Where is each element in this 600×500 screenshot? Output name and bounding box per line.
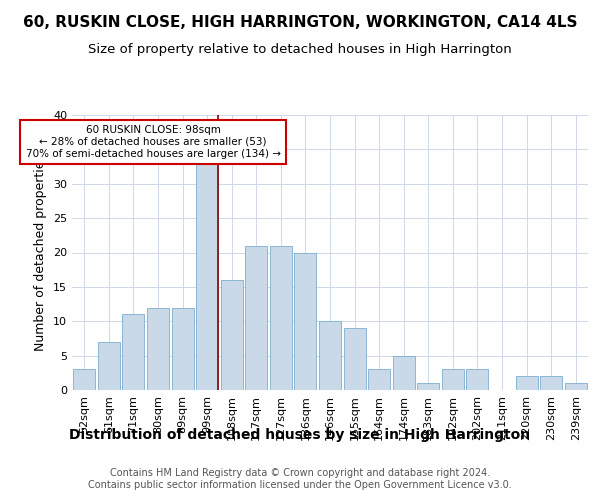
Bar bbox=[98, 342, 120, 390]
Text: Distribution of detached houses by size in High Harrington: Distribution of detached houses by size … bbox=[70, 428, 530, 442]
Bar bbox=[515, 376, 538, 390]
Bar bbox=[565, 383, 587, 390]
Bar bbox=[270, 246, 292, 390]
Bar bbox=[73, 370, 95, 390]
Bar bbox=[295, 252, 316, 390]
Bar bbox=[466, 370, 488, 390]
Bar bbox=[221, 280, 243, 390]
Bar bbox=[392, 356, 415, 390]
Bar bbox=[147, 308, 169, 390]
Text: Size of property relative to detached houses in High Harrington: Size of property relative to detached ho… bbox=[88, 42, 512, 56]
Text: 60 RUSKIN CLOSE: 98sqm
← 28% of detached houses are smaller (53)
70% of semi-det: 60 RUSKIN CLOSE: 98sqm ← 28% of detached… bbox=[26, 126, 281, 158]
Bar bbox=[368, 370, 390, 390]
Bar bbox=[442, 370, 464, 390]
Bar bbox=[540, 376, 562, 390]
Bar bbox=[196, 163, 218, 390]
Text: Contains HM Land Registry data © Crown copyright and database right 2024.
Contai: Contains HM Land Registry data © Crown c… bbox=[88, 468, 512, 490]
Bar bbox=[344, 328, 365, 390]
Bar bbox=[417, 383, 439, 390]
Text: 60, RUSKIN CLOSE, HIGH HARRINGTON, WORKINGTON, CA14 4LS: 60, RUSKIN CLOSE, HIGH HARRINGTON, WORKI… bbox=[23, 15, 577, 30]
Bar bbox=[122, 314, 145, 390]
Y-axis label: Number of detached properties: Number of detached properties bbox=[34, 154, 47, 351]
Bar bbox=[172, 308, 194, 390]
Bar bbox=[245, 246, 268, 390]
Bar bbox=[319, 322, 341, 390]
